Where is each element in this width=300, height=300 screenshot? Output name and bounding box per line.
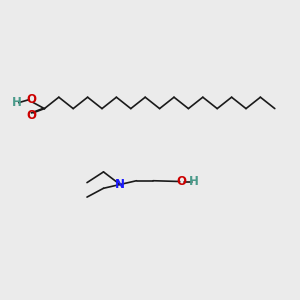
Text: O: O xyxy=(26,109,37,122)
Text: H: H xyxy=(189,175,199,188)
Text: H: H xyxy=(12,96,21,109)
Text: N: N xyxy=(115,178,125,191)
Text: O: O xyxy=(176,175,187,188)
Text: O: O xyxy=(26,93,37,106)
